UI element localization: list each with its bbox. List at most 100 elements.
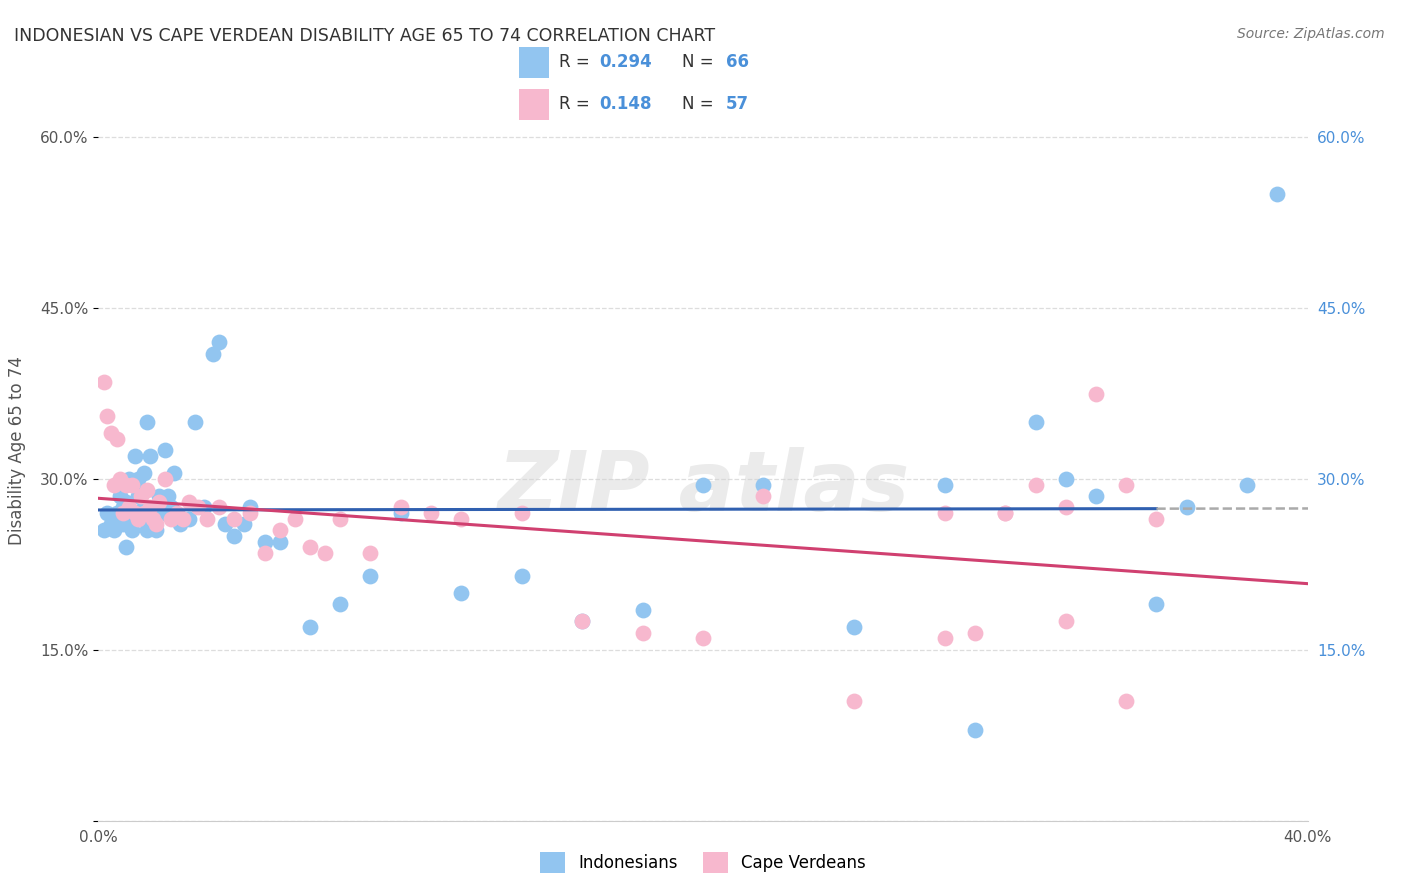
Legend: Indonesians, Cape Verdeans: Indonesians, Cape Verdeans (533, 846, 873, 880)
Point (752, 489, 775, 503)
Point (118, 472, 141, 486)
Point (994, 506, 1017, 520)
Point (187, 500, 209, 515)
Text: Source: ZipAtlas.com: Source: ZipAtlas.com (1237, 27, 1385, 41)
Point (239, 500, 262, 515)
Point (124, 506, 146, 520)
Text: 57: 57 (725, 95, 749, 113)
Point (692, 477, 714, 491)
Point (108, 489, 131, 503)
Point (934, 506, 956, 520)
Point (114, 494, 136, 508)
Point (844, 620, 866, 634)
Point (1054, 500, 1077, 515)
Point (124, 449, 146, 463)
Point (108, 472, 131, 486)
Point (360, 568, 382, 582)
Point (1236, 477, 1258, 491)
Point (224, 512, 246, 526)
Point (1175, 500, 1198, 515)
Point (269, 523, 291, 537)
Point (145, 523, 167, 537)
Point (103, 523, 125, 537)
Point (510, 568, 533, 582)
Point (114, 477, 136, 491)
Point (105, 432, 128, 446)
Point (239, 506, 262, 520)
Point (103, 477, 125, 491)
Point (965, 723, 987, 737)
Point (132, 500, 155, 515)
Point (571, 615, 593, 629)
Point (269, 534, 291, 549)
Point (329, 512, 352, 526)
Point (253, 534, 276, 549)
Point (1144, 512, 1167, 526)
Text: N =: N = (682, 54, 720, 71)
Text: 0.148: 0.148 (599, 95, 651, 113)
Point (114, 541, 136, 555)
Point (160, 512, 183, 526)
Point (631, 625, 654, 640)
Point (1024, 415, 1046, 429)
Point (510, 506, 533, 520)
Point (127, 512, 149, 526)
Point (121, 523, 143, 537)
Point (360, 546, 382, 560)
Point (139, 500, 162, 515)
Point (253, 546, 276, 560)
Point (1267, 187, 1289, 202)
Point (389, 506, 412, 520)
Point (156, 489, 179, 503)
Point (100, 517, 122, 532)
Y-axis label: Disability Age 65 to 74: Disability Age 65 to 74 (8, 356, 27, 545)
Point (105, 506, 128, 520)
Point (93, 523, 115, 537)
Point (150, 506, 173, 520)
Point (934, 632, 956, 646)
Text: INDONESIAN VS CAPE VERDEAN DISABILITY AGE 65 TO 74 CORRELATION CHART: INDONESIAN VS CAPE VERDEAN DISABILITY AG… (14, 27, 716, 45)
Point (571, 615, 593, 629)
Point (420, 506, 443, 520)
Point (214, 517, 236, 532)
Point (160, 500, 183, 515)
Point (169, 517, 191, 532)
Point (124, 506, 146, 520)
Text: R =: R = (558, 95, 595, 113)
Point (172, 512, 194, 526)
Point (934, 477, 956, 491)
Point (1085, 489, 1108, 503)
Point (148, 489, 170, 503)
Point (179, 494, 201, 508)
Point (1054, 615, 1077, 629)
Point (844, 694, 866, 708)
Point (129, 489, 152, 503)
Point (142, 512, 165, 526)
Point (389, 500, 412, 515)
Point (135, 483, 157, 498)
Point (329, 597, 352, 611)
Point (118, 500, 141, 515)
Point (108, 512, 131, 526)
Point (129, 512, 152, 526)
Point (965, 625, 987, 640)
Point (121, 506, 143, 520)
Point (93, 375, 115, 389)
Point (1054, 472, 1077, 486)
Point (752, 477, 775, 491)
Point (232, 517, 254, 532)
Point (179, 512, 201, 526)
Point (96, 409, 118, 424)
Text: 0.294: 0.294 (599, 54, 652, 71)
Point (96, 506, 118, 520)
Point (135, 415, 157, 429)
Point (121, 477, 143, 491)
Point (1085, 386, 1108, 401)
Point (118, 512, 141, 526)
Point (153, 443, 176, 458)
Bar (519, 47, 550, 78)
Point (132, 467, 155, 481)
Point (450, 512, 472, 526)
Text: N =: N = (682, 95, 720, 113)
Point (994, 506, 1017, 520)
